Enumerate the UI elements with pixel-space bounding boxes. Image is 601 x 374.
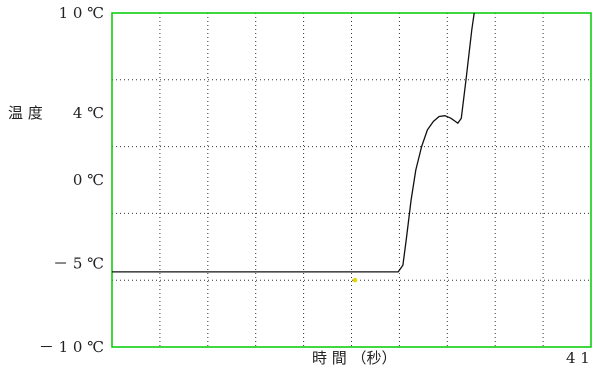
data-point-marker bbox=[352, 278, 358, 283]
x-axis-label: 時 間 （秒） bbox=[312, 349, 397, 367]
y-tick-label: 0 ℃ bbox=[73, 171, 104, 189]
y-tick-label: － 5 ℃ bbox=[53, 255, 104, 273]
y-tick-label: － 1 0 ℃ bbox=[39, 338, 104, 356]
grid-lines bbox=[112, 13, 591, 347]
y-axis-label: 温 度 bbox=[8, 104, 43, 122]
y-tick-label: 1 0 ℃ bbox=[59, 4, 104, 22]
temperature-series-line bbox=[112, 12, 475, 273]
plot-frame bbox=[111, 12, 592, 348]
x-axis-end-label: 4 1 bbox=[566, 349, 590, 367]
y-tick-label: 4 ℃ bbox=[73, 104, 104, 122]
